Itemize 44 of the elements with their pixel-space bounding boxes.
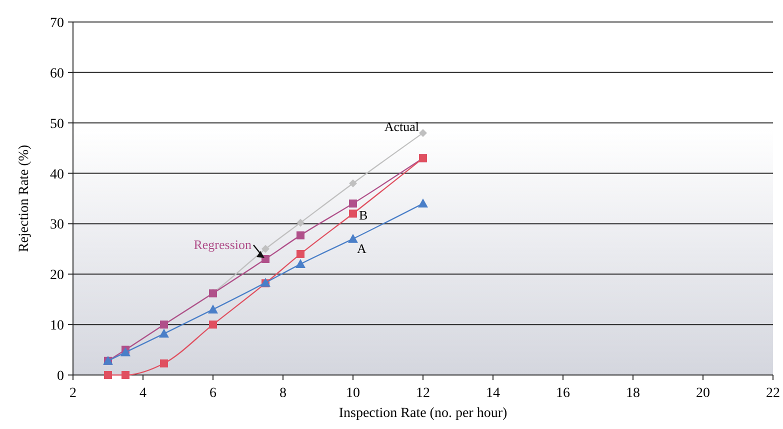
point: [159, 328, 169, 338]
y-tick-label: 50: [50, 116, 64, 132]
x-tick-label: 6: [210, 386, 216, 401]
x-tick-label: 18: [626, 386, 640, 401]
x-tick-label: 22: [766, 386, 780, 401]
series-label: Actual: [384, 118, 420, 134]
x-tick-label: 20: [696, 386, 710, 401]
point: [104, 371, 112, 379]
y-tick-label: 20: [50, 268, 64, 284]
point: [208, 304, 218, 314]
point: [296, 259, 306, 268]
y-tick-label: 70: [50, 16, 64, 31]
point: [296, 250, 304, 258]
y-tick-label: 40: [50, 167, 64, 182]
x-tick-label: 4: [140, 386, 146, 401]
point: [120, 347, 130, 356]
point: [160, 359, 168, 368]
y-tick-label: 10: [50, 318, 64, 334]
y-tick-label: 30: [50, 218, 64, 233]
point: [348, 234, 358, 243]
point: [262, 244, 270, 253]
x-tick-label: 8: [280, 386, 286, 401]
x-tick-label: 10: [346, 386, 360, 401]
point: [419, 128, 427, 137]
point: [209, 320, 217, 329]
y-tick-label: 60: [50, 66, 64, 82]
series-label: Regression: [194, 237, 252, 252]
series-label: A: [357, 240, 367, 256]
point: [122, 371, 130, 379]
y-tick-label: 0: [57, 369, 64, 384]
x-tick-label: 12: [416, 386, 430, 401]
point: [349, 179, 357, 188]
y-axis-title: Rejection Rate (%): [17, 144, 32, 252]
point: [296, 231, 304, 240]
point: [296, 218, 304, 227]
point: [349, 210, 357, 218]
x-axis-title: Inspection Rate (no. per hour): [338, 406, 508, 421]
point: [349, 200, 357, 208]
x-tick-label: 14: [486, 386, 500, 401]
point: [418, 198, 428, 208]
x-tick-label: 16: [556, 386, 570, 401]
x-tick-label: 2: [70, 386, 76, 401]
series-label: B: [359, 208, 368, 223]
point: [262, 255, 270, 264]
